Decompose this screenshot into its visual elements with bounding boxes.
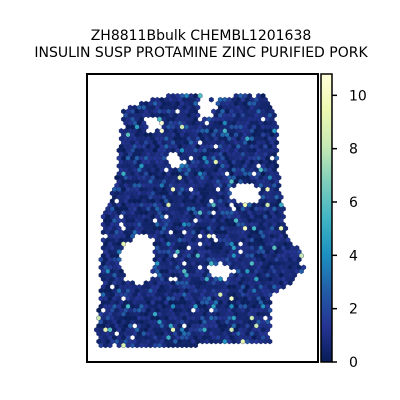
hexbin-cell <box>121 342 126 349</box>
hexbin-cell <box>208 260 214 267</box>
hexbin-cell <box>213 338 219 345</box>
hexbin-cell <box>217 338 223 345</box>
hexbin-cell <box>150 112 156 119</box>
hexbin-cell <box>258 338 264 345</box>
hexbin-cell <box>242 178 248 185</box>
colorbar-tick-label: 6 <box>349 195 358 211</box>
hexbin-cell <box>249 338 255 345</box>
hexbin-cell <box>193 342 198 349</box>
hexbin-cell <box>145 112 151 119</box>
hexbin-cell <box>100 229 106 236</box>
hexbin-cell <box>139 342 144 349</box>
hexbin-cell <box>148 233 153 239</box>
hexbin-cell <box>170 147 176 154</box>
hexbin-cell <box>244 338 250 345</box>
hexbin-cell <box>229 264 234 271</box>
hexbin-cell <box>143 342 149 349</box>
hexbin-cell <box>253 182 259 189</box>
hexbin-cell <box>204 338 210 345</box>
hexbin-cell <box>253 338 259 345</box>
hexbin-cell <box>222 338 228 345</box>
chart-title-line-1: ZH8811Bbulk CHEMBL1201638 <box>91 28 312 44</box>
hexbin-cell <box>208 96 214 103</box>
hexbin-cell <box>280 284 286 290</box>
hexbin-cell <box>166 342 171 349</box>
hexbin-cell <box>238 178 244 185</box>
hexbin-cell <box>161 342 167 349</box>
colorbar-tick-label: 10 <box>349 88 367 104</box>
hexbin-cell <box>103 342 108 349</box>
hexbin-cell <box>179 342 185 349</box>
colorbar-tick-label: 0 <box>349 355 358 371</box>
hexbin-cell <box>274 288 280 294</box>
colorbar-tick-label: 8 <box>349 142 358 158</box>
hexbin-cell <box>267 338 273 345</box>
hexbin-cell <box>107 342 113 349</box>
hexbin-cell <box>188 342 194 349</box>
hexbin-cell <box>287 280 293 286</box>
hexbin-cell <box>231 182 237 189</box>
hexbin-cell <box>231 338 237 345</box>
hexbin-cell <box>157 342 162 349</box>
colorbar-tick-label: 4 <box>349 248 358 264</box>
hexbin-cell <box>240 338 246 345</box>
hexbin-cell <box>152 342 158 349</box>
hexbin-cell <box>262 338 268 345</box>
hexbin-cell <box>213 260 219 267</box>
hexbin-cell <box>247 178 253 185</box>
colorbar <box>320 73 333 363</box>
colorbar-tick-label: 2 <box>349 302 358 318</box>
hexbin-cell <box>130 342 135 349</box>
plot-frame <box>86 73 319 363</box>
colorbar-ticks: 0 2 4 6 8 10 <box>332 88 367 371</box>
hexbin-cell <box>98 342 104 349</box>
hexbin-cell <box>116 342 122 349</box>
hexbin-cell <box>208 338 214 345</box>
hexbin-cell <box>175 342 180 349</box>
hexbin-cell <box>179 155 185 161</box>
hexbin-cell <box>235 338 241 345</box>
hexbin-cell <box>184 342 189 349</box>
hexbin-cell <box>199 338 205 345</box>
hexbin-cell <box>226 338 232 345</box>
hexbin-cell <box>150 268 156 275</box>
hexbin-cell <box>125 342 131 349</box>
hexbin-cell <box>136 229 142 236</box>
hexbin-cell <box>141 229 147 236</box>
hexbin-layer <box>94 93 307 349</box>
hexbin-cell <box>170 272 176 278</box>
hexbin-cell <box>170 342 176 349</box>
chart-title-line-2: INSULIN SUSP PROTAMINE ZINC PURIFIED POR… <box>34 45 368 61</box>
hexbin-cell <box>299 268 304 275</box>
hexbin-cell <box>222 260 228 267</box>
hexbin-cell <box>134 342 140 349</box>
hexbin-cell <box>148 342 153 349</box>
hexbin-cell <box>127 237 133 243</box>
